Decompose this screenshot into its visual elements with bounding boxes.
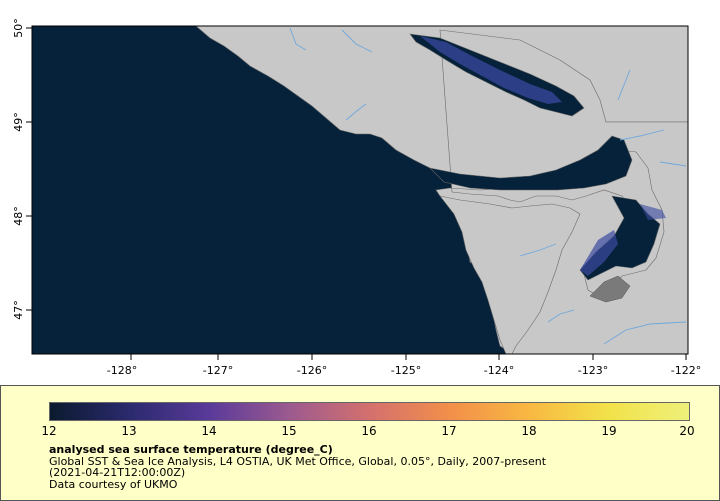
- colorbar-tick: 19: [601, 424, 617, 438]
- lon-label: -127°: [203, 364, 233, 377]
- colorbar: [49, 402, 690, 421]
- legend-title: analysed sea surface temperature (degree…: [49, 443, 333, 456]
- colorbar-tick: 15: [281, 424, 297, 438]
- dataset-time: (2021-04-21T12:00:00Z): [49, 466, 186, 479]
- lat-label: 47°: [12, 300, 25, 320]
- lon-label: -126°: [297, 364, 327, 377]
- lon-label: -125°: [391, 364, 421, 377]
- map-frame: -128° -127° -126° -125° -124° -123° -122…: [12, 18, 701, 377]
- sst-map: -128° -127° -126° -125° -124° -123° -122…: [12, 18, 701, 377]
- legend-panel: 12 13 14 15 16 17 18 19 20 analysed sea …: [0, 385, 720, 501]
- data-credit: Data courtesy of UKMO: [49, 477, 178, 491]
- colorbar-tick: 17: [441, 424, 457, 438]
- lat-ticks: [26, 27, 32, 311]
- lat-label: 49°: [12, 112, 25, 132]
- warm-inlet: [640, 204, 666, 220]
- rivers: [289, 27, 687, 345]
- legend-text: analysed sea surface temperature (degree…: [49, 444, 546, 490]
- warm-strait-water: [420, 36, 562, 104]
- dataset-description: Global SST & Sea Ice Analysis, L4 OSTIA,…: [49, 454, 547, 468]
- lon-label: -128°: [107, 364, 137, 377]
- colorbar-tick: 13: [121, 424, 137, 438]
- lon-label: -124°: [484, 364, 514, 377]
- juan-de-fuca: [429, 135, 633, 191]
- lat-label: 50°: [12, 18, 25, 38]
- lon-label: -122°: [671, 364, 701, 377]
- land-washington: [439, 195, 581, 355]
- colorbar-tick: 18: [521, 424, 537, 438]
- colorbar-tick: 20: [679, 424, 695, 438]
- warm-puget: [580, 230, 618, 276]
- lon-label: -123°: [578, 364, 608, 377]
- colorbar-tick: 16: [361, 424, 377, 438]
- plot-border: [31, 25, 689, 355]
- colorbar-tick: 14: [201, 424, 217, 438]
- lat-label: 48°: [12, 206, 25, 226]
- colorbar-tick: 12: [41, 424, 57, 438]
- lon-ticks: [130, 354, 687, 360]
- lake-grey-patch: [589, 275, 631, 303]
